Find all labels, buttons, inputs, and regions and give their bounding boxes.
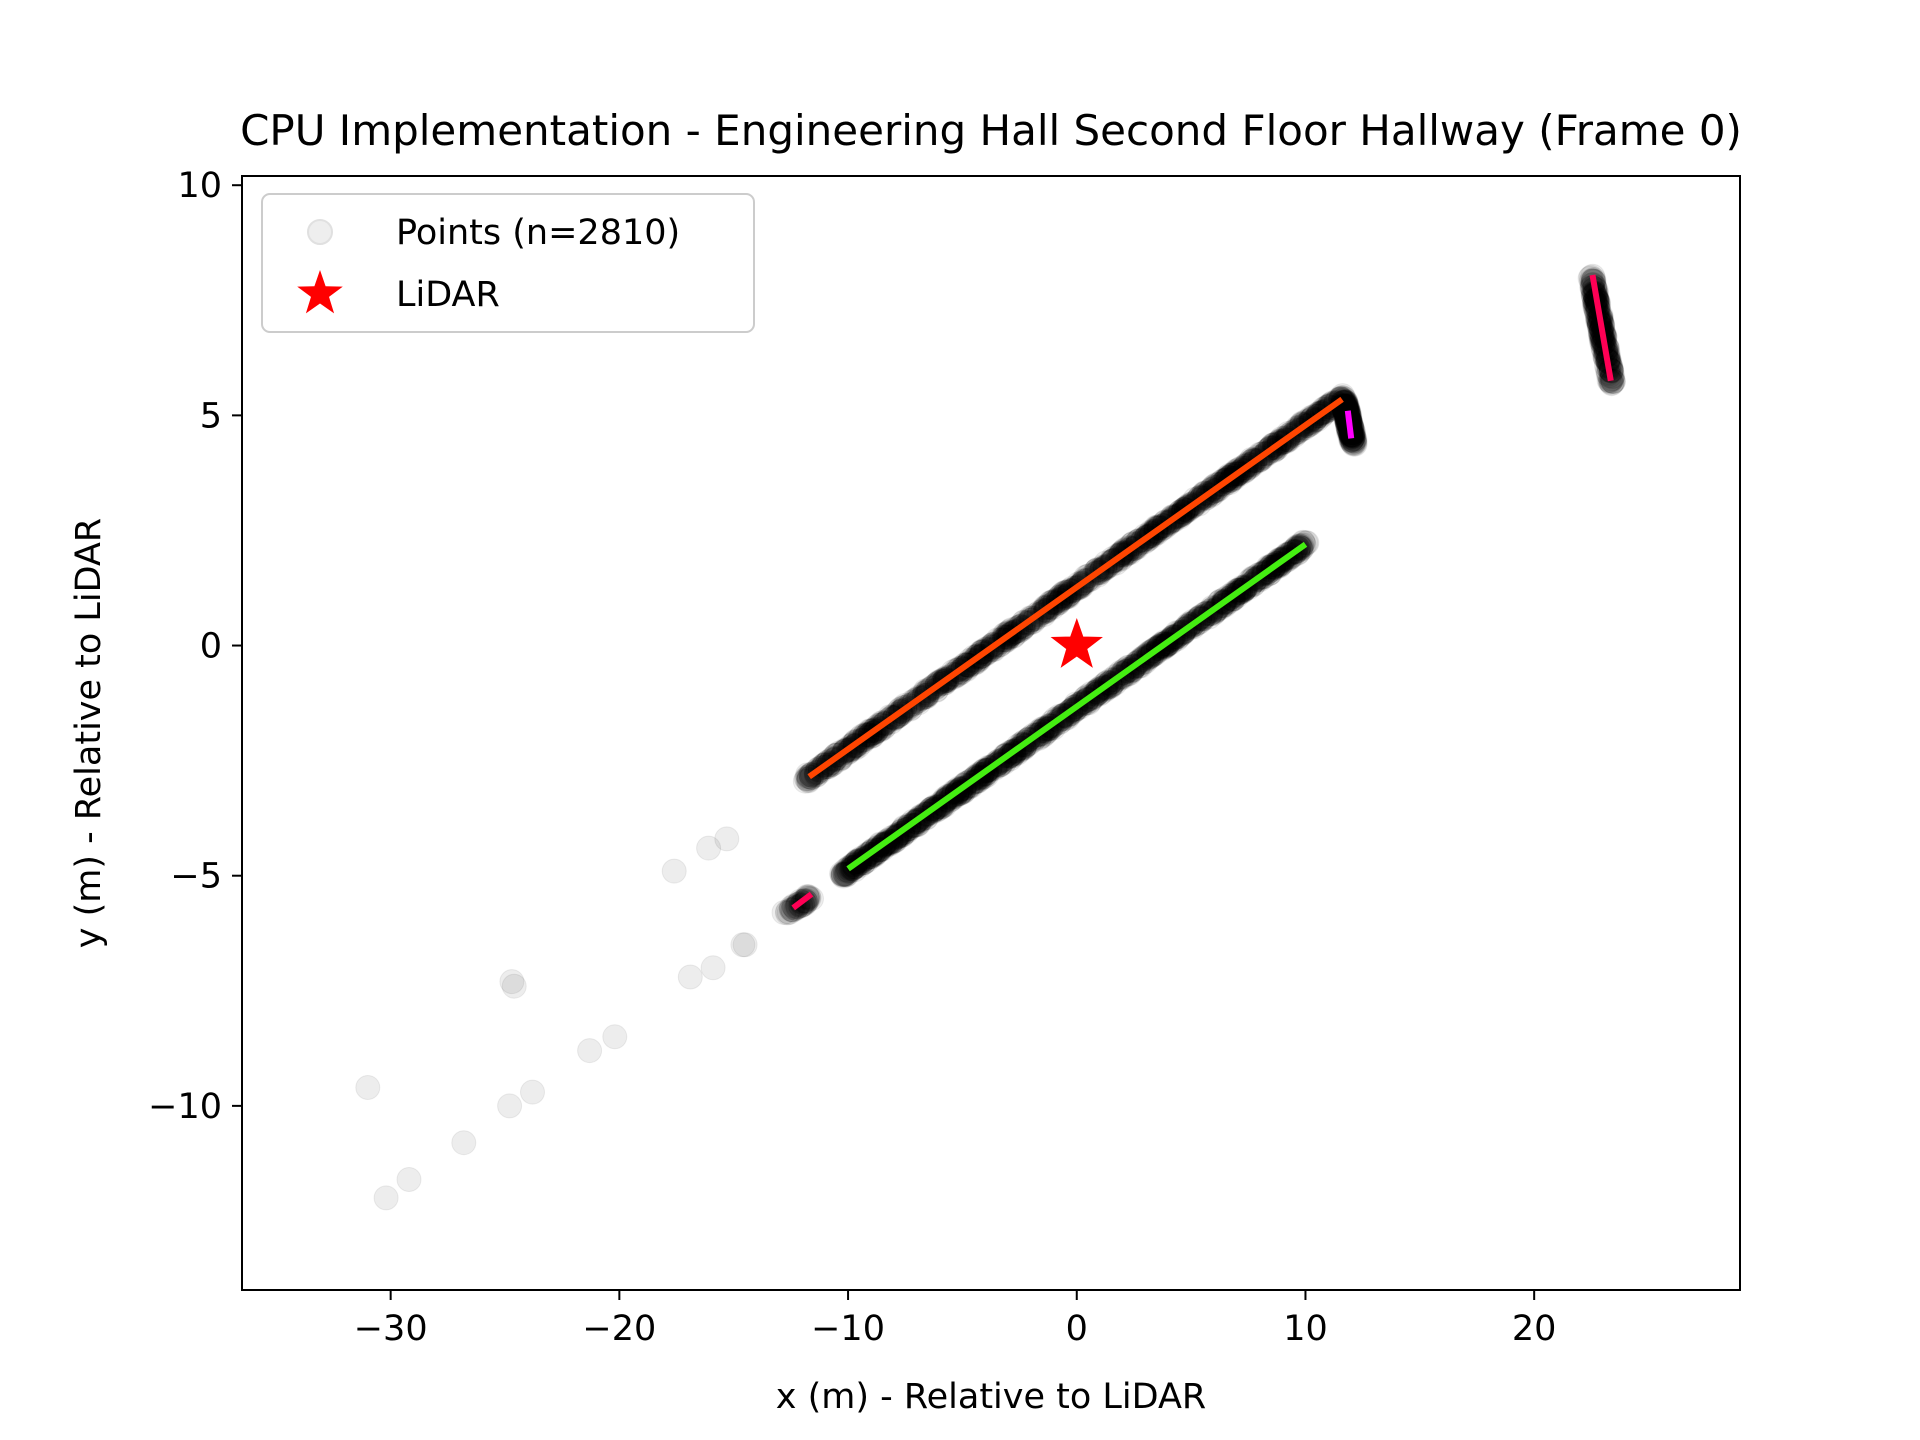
legend: Points (n=2810) LiDAR: [261, 193, 755, 333]
x-axis-label: x (m) - Relative to LiDAR: [776, 1377, 1206, 1417]
point-cluster-0-point: [1330, 388, 1356, 413]
x-tick-label: 10: [1283, 1309, 1328, 1349]
scattered-point: [700, 955, 726, 981]
fitted-line-2: [1344, 410, 1355, 439]
point-cluster-2-point: [1332, 388, 1357, 414]
plot-area: [355, 263, 1626, 1211]
scattered-point: [602, 1024, 628, 1050]
legend-points-marker: [307, 219, 333, 245]
scattered-point: [732, 932, 758, 958]
x-tick-label: 0: [1066, 1309, 1088, 1349]
legend-lidar-label: LiDAR: [396, 275, 500, 315]
scattered-point: [577, 1038, 603, 1064]
point-cluster-2-point: [1333, 398, 1359, 424]
y-tick-label: 10: [177, 166, 222, 206]
scattered-point: [677, 964, 703, 990]
scattered-point: [661, 858, 687, 884]
scattered-point: [771, 900, 797, 925]
point-cluster-1-point: [842, 857, 868, 883]
scattered-point: [501, 973, 527, 999]
scattered-point: [373, 1185, 399, 1211]
x-tick-label: −10: [811, 1309, 885, 1349]
point-cluster-0-point: [795, 762, 821, 788]
y-tick-label: 0: [200, 627, 222, 667]
scattered-point: [396, 1167, 422, 1192]
legend-points-label: Points (n=2810): [396, 213, 680, 253]
y-axis-label: y (m) - Relative to LiDAR: [69, 518, 109, 948]
scattered-point: [520, 1079, 545, 1105]
x-tick-label: 20: [1512, 1309, 1557, 1349]
scattered-point: [497, 1093, 523, 1119]
chart-title: CPU Implementation - Engineering Hall Se…: [240, 106, 1742, 155]
scattered-point: [355, 1075, 381, 1100]
scattered-point: [714, 826, 740, 852]
y-tick-label: −10: [148, 1087, 222, 1127]
y-tick-label: −5: [170, 857, 222, 897]
scattered-point: [451, 1130, 477, 1156]
x-tick-label: −30: [354, 1309, 428, 1349]
point-cluster-2-point: [1331, 389, 1356, 415]
y-tick-label: 5: [200, 396, 222, 436]
x-tick-label: −20: [582, 1309, 656, 1349]
